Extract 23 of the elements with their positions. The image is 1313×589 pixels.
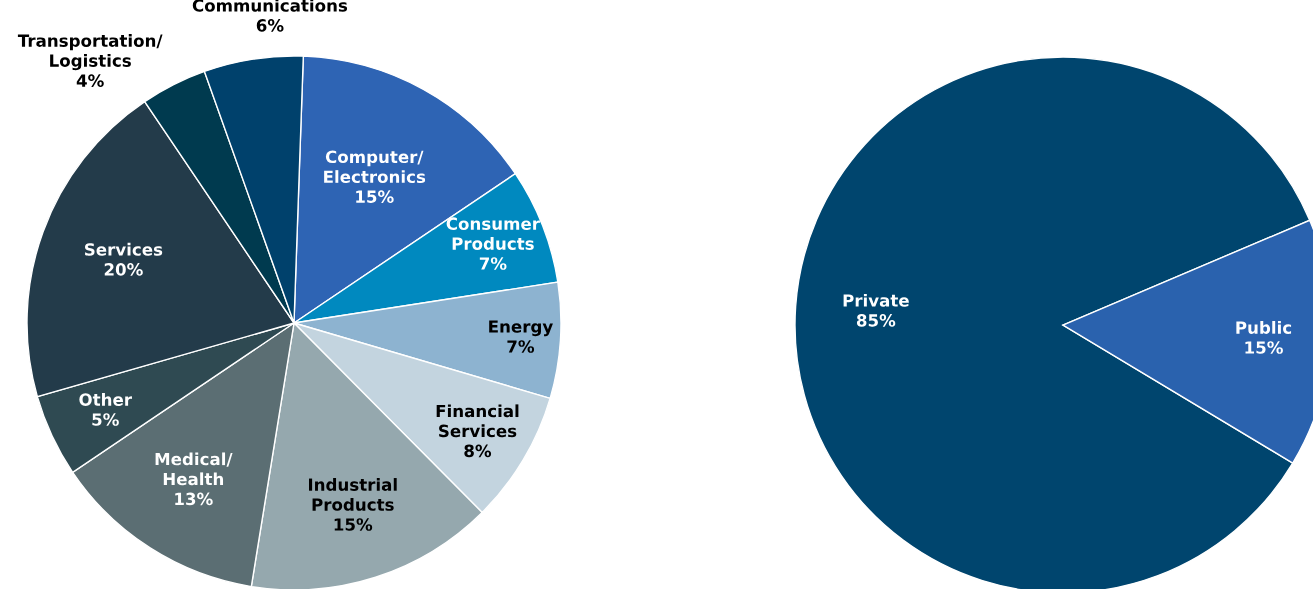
data-label: 5% [92,413,119,426]
data-label: 7% [507,340,535,353]
data-label: 8% [464,444,492,458]
slice-label: Energy [489,320,553,337]
data-label: 15% [334,518,373,531]
data-label: 7% [479,257,507,270]
slice-label: Industrial Products [308,478,397,511]
data-label: 85% [856,314,896,327]
data-label: 15% [356,190,394,203]
data-label: 13% [175,492,213,506]
data-label: 20% [104,263,143,276]
data-label: 15% [1245,341,1283,354]
slice-label: Public [1236,320,1292,334]
slice-label: Consumer Products [446,217,540,250]
slice-label: Medical/ Health [155,452,233,486]
slice-label: Other [79,392,132,406]
data-label: 4% [76,74,104,87]
slice-label: Computer/ Electronics [324,150,426,184]
slice-label: Private [843,293,909,307]
data-label: 6% [256,19,284,32]
slice-label: Services [84,242,163,256]
slice-label: Transportation/ Logistics [17,34,163,71]
slice-label: Financial Services [436,404,519,438]
